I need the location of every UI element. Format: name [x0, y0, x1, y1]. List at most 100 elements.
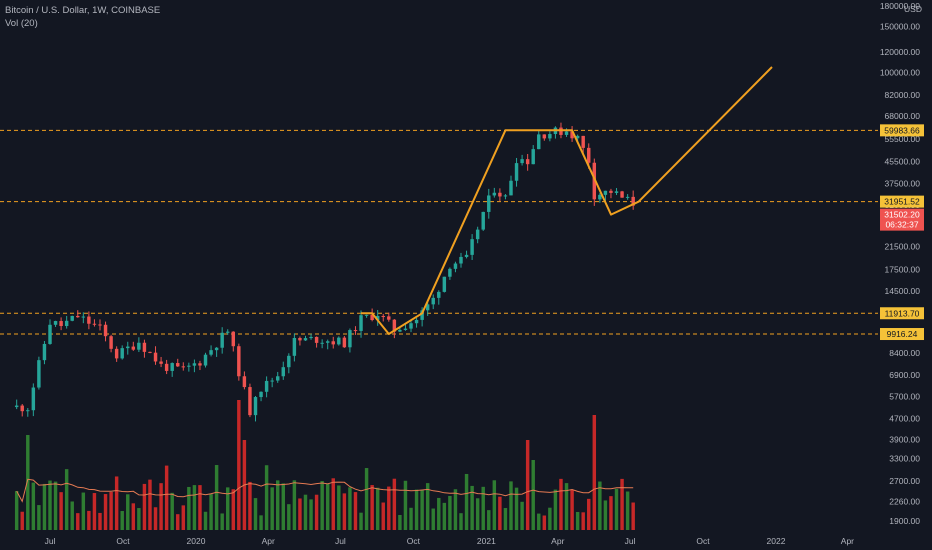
- candle-body: [392, 319, 397, 332]
- candle-body: [187, 365, 191, 367]
- candle-body: [609, 190, 613, 193]
- volume-bar: [431, 508, 435, 530]
- volume-bar: [59, 492, 63, 530]
- candle-body: [287, 355, 291, 368]
- candle-body: [176, 363, 180, 367]
- volume-bar: [203, 511, 208, 530]
- y-tick-label: 14500.00: [885, 286, 921, 296]
- candle-body: [570, 131, 574, 139]
- candle-body: [281, 367, 285, 377]
- volume-bar: [309, 499, 313, 530]
- x-tick-label: Oct: [696, 536, 710, 546]
- volume-bar: [548, 507, 552, 530]
- candle-body: [337, 337, 341, 345]
- candle-body: [64, 320, 69, 327]
- candle-body: [425, 304, 430, 311]
- candle-body: [359, 315, 363, 331]
- candle-body: [242, 376, 247, 388]
- candle-body: [231, 331, 236, 347]
- volume-bar: [581, 512, 585, 530]
- candle-body: [403, 328, 408, 330]
- candle-body: [331, 341, 335, 345]
- volume-bar: [348, 487, 352, 530]
- badge-resistance-high: 59983.66: [884, 125, 920, 135]
- volume-indicator-label[interactable]: Vol (20): [5, 18, 38, 29]
- candle-body: [614, 191, 619, 193]
- candle-body: [631, 196, 635, 206]
- volume-bar: [153, 507, 158, 530]
- volume-bar: [287, 504, 291, 530]
- volume-bar: [126, 494, 130, 530]
- candle-body: [481, 211, 485, 230]
- x-tick-label: 2021: [477, 536, 496, 546]
- volume-bar: [281, 483, 285, 530]
- x-tick-label: Apr: [262, 536, 275, 546]
- volume-bar: [98, 512, 102, 530]
- y-tick-label: 2260.00: [889, 496, 920, 506]
- volume-bar: [37, 505, 41, 530]
- volume-bar: [14, 491, 19, 530]
- symbol-title[interactable]: Bitcoin / U.S. Dollar, 1W, COINBASE: [5, 5, 161, 16]
- volume-bar: [48, 480, 52, 530]
- candle-body: [59, 321, 63, 327]
- candle-body: [303, 338, 308, 341]
- y-tick-label: 3900.00: [889, 435, 920, 445]
- x-tick-label: Jul: [335, 536, 346, 546]
- last-price: 31502.20: [884, 210, 920, 220]
- volume-bar: [187, 486, 191, 530]
- candle-body: [170, 363, 174, 371]
- candle-body: [459, 256, 463, 264]
- volume-bar: [598, 481, 602, 530]
- volume-bar: [81, 492, 86, 530]
- candle-body: [209, 350, 213, 355]
- volume-bar: [231, 489, 236, 530]
- volume-bar: [64, 469, 69, 530]
- candle-body: [26, 410, 30, 412]
- pattern-drawing[interactable]: [361, 66, 773, 335]
- candle-body: [531, 149, 535, 165]
- candle-body: [114, 348, 119, 359]
- candle-body: [48, 324, 52, 344]
- volume-bar: [137, 508, 141, 530]
- candle-body: [192, 363, 197, 366]
- volume-bar: [353, 492, 358, 530]
- volume-bar: [181, 505, 186, 530]
- volume-bar: [159, 483, 163, 530]
- candle-body: [148, 351, 152, 353]
- y-tick-label: 3300.00: [889, 454, 920, 464]
- candle-body: [120, 348, 124, 359]
- candle-body: [164, 363, 169, 371]
- candle-body: [325, 341, 330, 343]
- y-tick-label: 68000.00: [885, 111, 921, 121]
- badge-support-low-bg: [880, 328, 924, 341]
- volume-bar: [131, 503, 136, 530]
- y-tick-label: 37500.00: [885, 179, 921, 189]
- horizontal-levels[interactable]: [0, 129, 878, 335]
- badge-level-mid-bg: [880, 195, 924, 208]
- y-tick-label: 55500.00: [885, 134, 921, 144]
- drawing-path[interactable]: [361, 66, 773, 335]
- volume-bar: [198, 485, 202, 530]
- candle-body: [214, 347, 219, 351]
- candle-body: [514, 163, 519, 181]
- volume-bar: [364, 468, 369, 530]
- last-price-bg: [880, 208, 924, 231]
- time-axis[interactable]: Jul Oct 2020 Apr Jul Oct 2021 Apr Jul Oct 2022 Apr: [45, 536, 855, 546]
- candle-body: [470, 239, 474, 255]
- x-tick-label: Oct: [116, 536, 130, 546]
- volume-bar: [253, 498, 258, 530]
- candle-body: [592, 162, 597, 200]
- candle-body: [203, 354, 208, 366]
- candle-body: [237, 346, 241, 377]
- candle-body: [448, 268, 452, 277]
- bar-countdown: 06:32:37: [885, 220, 918, 230]
- candle-body: [264, 380, 269, 392]
- volume-bar: [209, 494, 213, 530]
- candle-body: [603, 190, 608, 195]
- candle-body: [142, 342, 147, 352]
- volume-bar: [298, 498, 302, 530]
- candle-body: [364, 314, 369, 316]
- volume-bar: [575, 511, 580, 530]
